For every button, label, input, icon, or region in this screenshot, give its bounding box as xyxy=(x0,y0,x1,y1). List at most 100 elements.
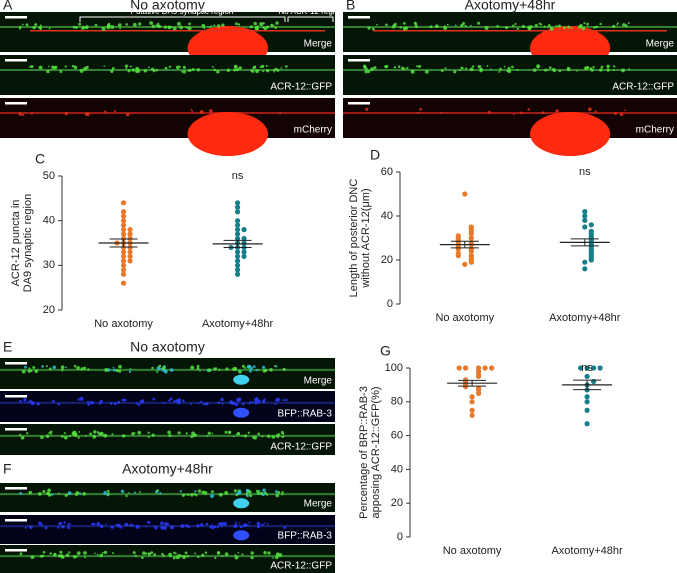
data-point xyxy=(582,213,588,219)
punctum xyxy=(112,552,114,555)
data-point xyxy=(241,240,247,246)
data-point xyxy=(482,365,488,371)
micrograph: Merge xyxy=(0,483,335,512)
punctum xyxy=(210,494,215,499)
punctum xyxy=(49,552,52,555)
y-tick-label: 100 xyxy=(385,362,403,374)
punctum xyxy=(142,551,146,555)
punctum xyxy=(414,25,418,29)
punctum xyxy=(248,490,252,494)
punctum xyxy=(138,22,142,26)
punctum xyxy=(103,433,108,438)
punctum xyxy=(151,366,154,370)
data-point xyxy=(120,258,127,264)
punctum xyxy=(82,492,86,496)
punctum xyxy=(173,551,176,555)
data-point xyxy=(234,271,241,277)
y-axis-label: apposing ACR-12::GFP(%) xyxy=(370,386,382,518)
punctum xyxy=(172,556,176,560)
punctum xyxy=(81,25,85,29)
nerve-cord xyxy=(0,555,335,558)
punctum xyxy=(563,26,566,30)
punctum xyxy=(263,26,267,31)
punctum xyxy=(224,430,228,434)
punctum xyxy=(248,521,251,524)
punctum xyxy=(120,526,123,529)
micrograph-bg xyxy=(0,358,335,389)
punctum xyxy=(237,551,240,554)
punctum xyxy=(34,369,39,374)
punctum xyxy=(99,553,104,558)
punctum xyxy=(29,369,33,373)
punctum xyxy=(216,69,220,74)
channel-label: BFP::RAB-3 xyxy=(278,531,333,542)
punctum xyxy=(141,556,144,559)
punctum xyxy=(552,67,556,71)
punctum xyxy=(153,553,157,557)
punctum xyxy=(132,551,136,555)
punctum xyxy=(113,110,116,113)
punctum xyxy=(384,64,388,69)
punctum xyxy=(464,67,468,70)
punctum xyxy=(18,433,22,436)
punctum xyxy=(101,26,106,31)
error-bar xyxy=(223,239,252,248)
punctum xyxy=(19,552,23,556)
punctum xyxy=(236,431,241,436)
punctum xyxy=(118,364,122,369)
panel-letter: A xyxy=(3,0,13,13)
punctum xyxy=(200,523,204,527)
punctum xyxy=(172,26,177,31)
punctum xyxy=(557,24,561,28)
punctum xyxy=(256,489,259,493)
punctum xyxy=(90,401,95,405)
punctum xyxy=(168,552,172,557)
punctum xyxy=(628,68,631,71)
punctum xyxy=(57,526,60,529)
punctum xyxy=(96,522,101,526)
punctum xyxy=(194,493,197,496)
punctum xyxy=(275,21,279,25)
punctum xyxy=(169,397,173,401)
punctum xyxy=(218,492,223,497)
punctum xyxy=(274,403,277,406)
punctum xyxy=(399,26,402,29)
punctum xyxy=(592,65,595,69)
punctum xyxy=(180,524,185,528)
punctum xyxy=(429,25,433,29)
punctum xyxy=(241,434,244,437)
data-point xyxy=(234,227,241,233)
punctum xyxy=(225,367,229,371)
punctum xyxy=(112,366,115,369)
y-tick-label: 30 xyxy=(43,259,55,271)
punctum xyxy=(233,68,237,72)
punctum xyxy=(238,66,242,70)
punctum xyxy=(261,523,264,527)
punctum xyxy=(151,433,155,437)
punctum xyxy=(191,110,194,113)
punctum xyxy=(187,525,191,529)
punctum xyxy=(233,524,238,529)
punctum xyxy=(84,25,89,30)
punctum xyxy=(285,65,288,68)
punctum xyxy=(64,493,68,497)
punctum xyxy=(529,26,531,29)
punctum xyxy=(104,110,107,113)
channel-label: ACR-12::GFP xyxy=(270,442,332,453)
nerve-cord xyxy=(0,368,335,371)
punctum xyxy=(234,22,238,26)
error-bar xyxy=(109,238,138,248)
punctum xyxy=(271,435,276,439)
punctum xyxy=(20,435,25,440)
punctum xyxy=(125,494,128,498)
punctum xyxy=(150,551,154,555)
punctum xyxy=(45,434,50,438)
punctum xyxy=(414,23,418,26)
punctum xyxy=(158,364,162,368)
punctum xyxy=(232,435,235,438)
punctum xyxy=(195,433,198,436)
punctum xyxy=(272,24,275,27)
y-tick-label: 20 xyxy=(43,304,55,316)
punctum xyxy=(124,64,129,68)
data-point xyxy=(234,209,241,215)
